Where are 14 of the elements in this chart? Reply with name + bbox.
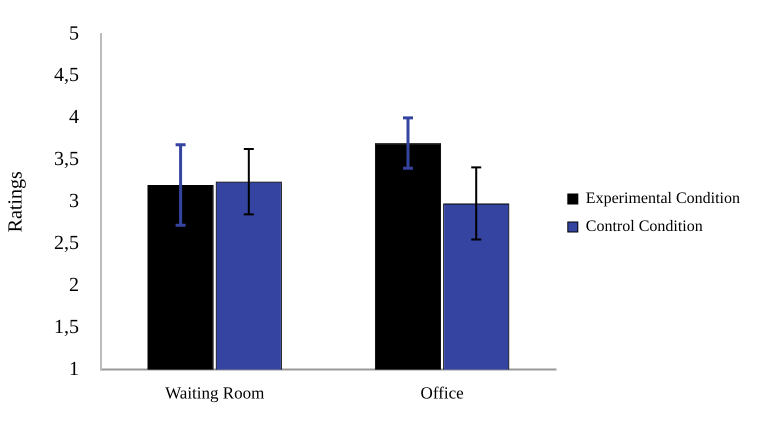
y-tick-label: 1,5 [54, 316, 79, 338]
y-tick-label: 3 [69, 190, 79, 212]
y-tick-label: 2 [69, 274, 79, 296]
y-tick-label: 5 [69, 22, 79, 44]
legend-label: Control Condition [586, 218, 703, 236]
x-tick-label: Office [420, 383, 464, 402]
y-axis-title: Ratings [4, 171, 26, 232]
y-tick-label: 4,5 [54, 64, 79, 86]
x-tick-label: Waiting Room [165, 383, 264, 402]
y-tick-label: 2,5 [54, 232, 79, 254]
legend-label: Experimental Condition [586, 190, 740, 208]
y-tick-label: 4 [69, 106, 79, 128]
y-tick-label: 1 [69, 358, 79, 380]
y-tick-label: 3,5 [54, 148, 79, 170]
